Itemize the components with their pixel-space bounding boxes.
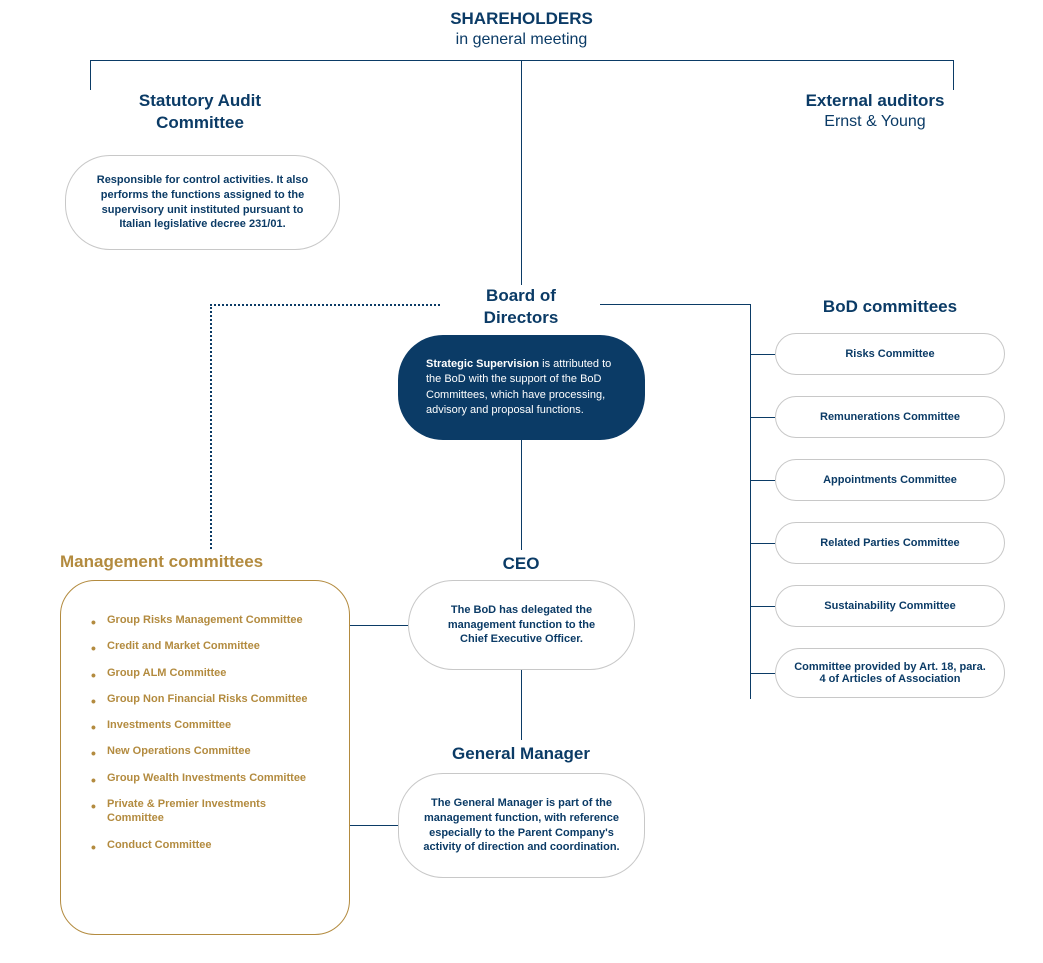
shareholders-line1: SHAREHOLDERS: [0, 8, 1043, 30]
ceo-title: CEO: [421, 553, 621, 575]
line-committee-connector: [750, 543, 775, 544]
gm-desc-text: The General Manager is part of the manag…: [423, 796, 620, 855]
mgmt-committee-item: Group Wealth Investments Committee: [91, 771, 319, 785]
gm-title-text: General Manager: [381, 743, 661, 765]
line-dotted-h: [210, 304, 440, 306]
bod-committee-item: Related Parties Committee: [775, 522, 1005, 564]
bod-committees-title-text: BoD committees: [775, 296, 1005, 318]
line-committees-spine: [750, 304, 751, 699]
external-auditors-line2: Ernst & Young: [760, 112, 990, 133]
bod-committee-item: Appointments Committee: [775, 459, 1005, 501]
mgmt-committees-title: Management committees: [60, 551, 360, 573]
mgmt-committees-box: Group Risks Management Committee Credit a…: [60, 580, 350, 935]
ceo-desc-text: The BoD has delegated the management fun…: [433, 603, 610, 648]
mgmt-committees-list: Group Risks Management Committee Credit a…: [91, 613, 319, 852]
line-committee-connector: [750, 417, 775, 418]
bod-title: Board of Directors: [421, 285, 621, 329]
shareholders-title: SHAREHOLDERS in general meeting: [0, 8, 1043, 51]
line-to-external: [953, 60, 954, 90]
line-committee-connector: [750, 480, 775, 481]
bod-committee-item: Remunerations Committee: [775, 396, 1005, 438]
bod-committee-item: Sustainability Committee: [775, 585, 1005, 627]
mgmt-committee-item: Conduct Committee: [91, 838, 319, 852]
line-bod-to-ceo: [521, 440, 522, 550]
statutory-audit-desc-text: Responsible for control activities. It a…: [90, 173, 315, 232]
shareholders-line2: in general meeting: [0, 30, 1043, 51]
gm-title: General Manager: [381, 743, 661, 765]
mgmt-committee-item: Investments Committee: [91, 718, 319, 732]
gm-desc: The General Manager is part of the manag…: [398, 773, 645, 878]
bod-committees-title: BoD committees: [775, 296, 1005, 318]
mgmt-committee-item: Group Non Financial Risks Committee: [91, 692, 319, 706]
line-bod-to-committees: [600, 304, 750, 305]
line-committee-connector: [750, 606, 775, 607]
mgmt-committee-item: Group ALM Committee: [91, 666, 319, 680]
line-mgmt-to-gm: [350, 825, 398, 826]
statutory-audit-line2: Committee: [100, 112, 300, 134]
statutory-audit-title: Statutory Audit Committee: [100, 90, 300, 134]
mgmt-committee-item: New Operations Committee: [91, 744, 319, 758]
bod-desc-bold: Strategic Supervision: [426, 358, 539, 370]
line-committee-connector: [750, 673, 775, 674]
ceo-title-text: CEO: [421, 553, 621, 575]
line-ceo-to-gm: [521, 670, 522, 740]
line-committee-connector: [750, 354, 775, 355]
bod-desc: Strategic Supervision is attributed to t…: [398, 335, 645, 440]
bod-desc-text: Strategic Supervision is attributed to t…: [422, 357, 621, 419]
bod-title-line2: Directors: [421, 307, 621, 329]
bod-committee-item: Committee provided by Art. 18, para. 4 o…: [775, 648, 1005, 698]
ceo-desc: The BoD has delegated the management fun…: [408, 580, 635, 670]
mgmt-committee-item: Private & Premier Investments Committee: [91, 797, 319, 826]
line-to-statutory: [90, 60, 91, 90]
statutory-audit-line1: Statutory Audit: [100, 90, 300, 112]
bod-title-line1: Board of: [421, 285, 621, 307]
external-auditors-line1: External auditors: [760, 90, 990, 112]
line-mgmt-to-ceo: [350, 625, 408, 626]
mgmt-committee-item: Group Risks Management Committee: [91, 613, 319, 627]
external-auditors-title: External auditors Ernst & Young: [760, 90, 990, 133]
line-dotted-v: [210, 304, 212, 549]
mgmt-committee-item: Credit and Market Committee: [91, 639, 319, 653]
bod-committee-item: Risks Committee: [775, 333, 1005, 375]
statutory-audit-desc: Responsible for control activities. It a…: [65, 155, 340, 250]
line-shareholders-center: [521, 60, 522, 285]
mgmt-committees-title-text: Management committees: [60, 551, 360, 573]
